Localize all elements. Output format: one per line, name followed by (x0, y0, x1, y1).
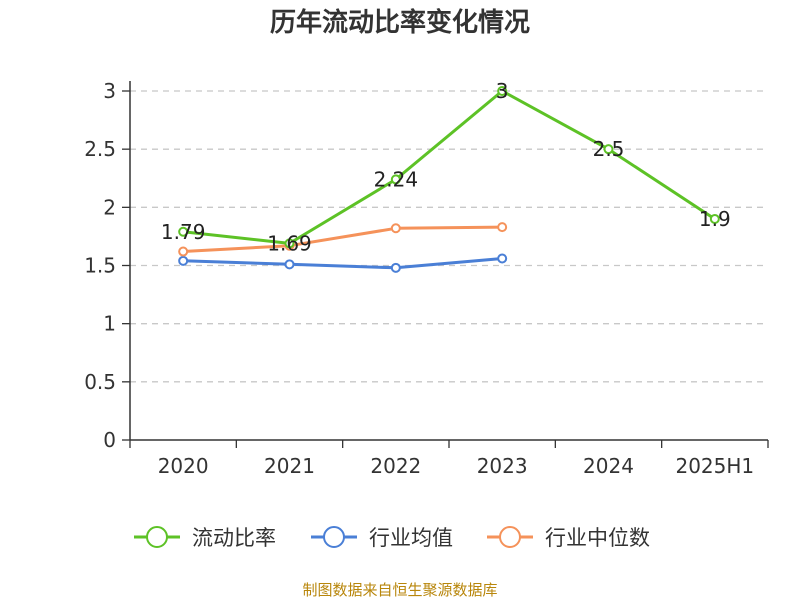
legend-label: 流动比率 (192, 526, 276, 550)
data-point[interactable] (178, 255, 189, 266)
data-point[interactable] (284, 259, 295, 270)
legend-marker (146, 526, 168, 548)
data-label: 1.79 (161, 220, 206, 244)
x-tick-label: 2021 (264, 454, 315, 478)
legend-item-2[interactable]: 行业中位数 (487, 526, 650, 550)
y-tick-label: 0.5 (84, 370, 116, 394)
legend[interactable]: 流动比率 行业均值 行业中位数 (134, 526, 650, 550)
legend-item-1[interactable]: 行业均值 (311, 526, 453, 550)
x-tick-label: 2022 (370, 454, 421, 478)
y-tick-label: 1 (103, 312, 116, 336)
data-point[interactable] (497, 222, 508, 233)
data-point[interactable] (178, 246, 189, 257)
y-tick-label: 2.5 (84, 137, 116, 161)
data-point[interactable] (390, 262, 401, 273)
legend-marker (323, 526, 345, 548)
y-tick-label: 3 (103, 79, 116, 103)
y-tick-label: 0 (103, 428, 116, 452)
data-label: 3 (496, 79, 509, 103)
series-line-0 (183, 89, 716, 245)
legend-label: 行业均值 (369, 526, 453, 550)
data-point[interactable] (284, 238, 295, 249)
data-point[interactable] (178, 226, 189, 237)
x-tick-label: 2023 (477, 454, 528, 478)
legend-marker (499, 526, 521, 548)
data-point[interactable] (497, 253, 508, 264)
legend-label: 行业中位数 (545, 526, 650, 550)
data-point[interactable] (603, 144, 614, 155)
y-tick-label: 2 (103, 195, 116, 219)
data-label: 1.69 (267, 231, 312, 255)
x-tick-label: 2024 (583, 454, 634, 478)
data-point[interactable] (390, 174, 401, 185)
x-tick-label: 2025H1 (675, 454, 754, 478)
data-point[interactable] (497, 86, 508, 96)
data-label: 2.5 (593, 137, 625, 161)
series-line-2 (183, 225, 503, 253)
series-lines (178, 86, 720, 273)
data-label: 1.9 (699, 207, 731, 231)
data-point[interactable] (390, 223, 401, 234)
chart-title: 历年流动比率变化情况 (270, 7, 530, 38)
source-note: 制图数据来自恒生聚源数据库 (302, 581, 497, 599)
series-line-1 (183, 257, 503, 270)
data-label: 2.24 (374, 167, 419, 191)
data-point[interactable] (709, 213, 720, 224)
x-tick-label: 2020 (158, 454, 209, 478)
legend-item-0[interactable]: 流动比率 (134, 526, 276, 550)
axes: 0 0.5 1 1.5 2 2.5 3 2020 2021 2022 2023 2024 2025H1 (84, 79, 769, 478)
grid-lines (130, 90, 768, 383)
y-tick-label: 1.5 (84, 254, 116, 278)
data-labels: 1.79 1.69 2.24 3 2.5 1.9 (161, 79, 731, 255)
